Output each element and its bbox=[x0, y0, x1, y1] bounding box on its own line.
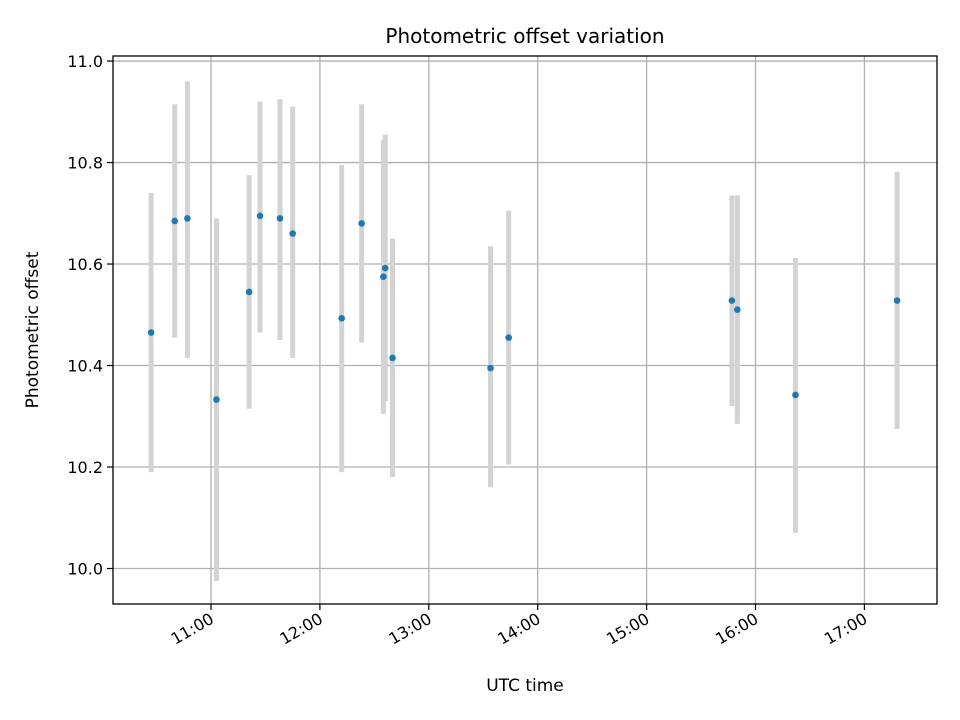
data-point bbox=[505, 334, 512, 341]
data-point bbox=[184, 215, 191, 222]
x-tick-label: 17:00 bbox=[821, 609, 870, 649]
data-point bbox=[338, 315, 345, 322]
error-bars bbox=[148, 81, 900, 582]
x-tick-label: 15:00 bbox=[603, 609, 652, 649]
grid-lines bbox=[113, 56, 937, 604]
y-tick-label: 10.4 bbox=[67, 357, 103, 376]
data-point bbox=[728, 297, 736, 304]
data-points bbox=[147, 212, 901, 403]
data-point bbox=[389, 354, 396, 362]
data-point bbox=[276, 215, 284, 222]
x-axis-ticks: 11:00 12:00 13:00 14:00 15:00 16:00 17:00 bbox=[168, 604, 870, 649]
data-point bbox=[289, 230, 296, 237]
y-axis-ticks: 10.0 10.2 10.4 10.6 10.8 11.0 bbox=[67, 52, 113, 578]
y-tick-label: 10.6 bbox=[67, 255, 103, 274]
data-point bbox=[381, 264, 389, 272]
data-point bbox=[734, 306, 741, 314]
data-point bbox=[147, 329, 155, 336]
data-point bbox=[171, 217, 179, 225]
y-tick-label: 10.2 bbox=[67, 458, 103, 477]
x-tick-label: 11:00 bbox=[168, 609, 217, 649]
data-point bbox=[487, 364, 494, 372]
data-point bbox=[380, 273, 387, 281]
data-point bbox=[256, 212, 264, 220]
data-point bbox=[213, 396, 220, 403]
plot-frame bbox=[112, 55, 938, 605]
data-point bbox=[792, 391, 799, 399]
y-axis-label: Photometric offset bbox=[23, 251, 43, 408]
x-tick-label: 14:00 bbox=[494, 609, 543, 649]
y-tick-label: 10.8 bbox=[67, 154, 103, 173]
data-point bbox=[245, 288, 253, 296]
x-tick-label: 12:00 bbox=[276, 609, 325, 649]
x-axis-label: UTC time bbox=[486, 676, 564, 696]
data-point bbox=[358, 220, 365, 227]
x-tick-label: 16:00 bbox=[712, 609, 761, 649]
y-tick-label: 10.0 bbox=[67, 559, 103, 578]
x-tick-label: 13:00 bbox=[385, 609, 434, 649]
data-point bbox=[893, 297, 901, 304]
y-tick-label: 11.0 bbox=[67, 52, 103, 71]
chart-title: Photometric offset variation bbox=[385, 24, 664, 48]
